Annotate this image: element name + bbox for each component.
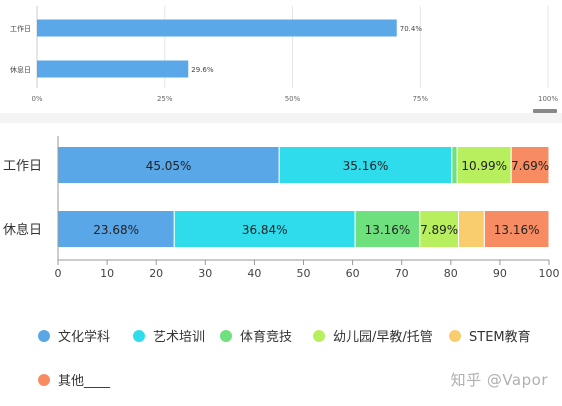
legend-label: 其他____ (58, 374, 111, 389)
bottom-category-label: 休息日 (3, 222, 42, 238)
segment-value-label: 10.99% (461, 159, 507, 173)
bottom-x-tick-label: 100 (539, 267, 560, 280)
stacked-bar-segment (456, 146, 512, 184)
top-category-label: 休息日 (10, 65, 31, 74)
stacked-chart-svg: 工作日 45.05% 35.16% 10.99% 7.69% 休息日 23.68% 36.84… (3, 136, 560, 280)
stacked-bar-segment (173, 210, 356, 248)
legend-item[interactable]: STEM教育 (449, 326, 531, 345)
top-bar (37, 60, 189, 78)
top-bar-chart: 0% 25% 50% 75% 100% 工作日 70.4% 休息日 29.6% (0, 0, 562, 112)
stacked-bar-segment (354, 210, 421, 248)
stacked-bar-segment (458, 210, 485, 248)
chart-legend: 文化学科 艺术培训 体育竞技 幼儿园/早教/托管 STEM教育其他____ (0, 318, 562, 406)
segment-value-label: 7.89% (420, 223, 458, 237)
top-x-tick-label: 25% (157, 95, 173, 103)
bottom-x-tick-label: 0 (55, 267, 62, 280)
legend-color-dot (38, 329, 50, 342)
scroll-thumb[interactable] (533, 109, 557, 113)
legend-item[interactable]: 文化学科 (38, 326, 110, 345)
stacked-bar-segment (483, 210, 550, 248)
bottom-x-tick-label: 30 (198, 267, 212, 280)
bottom-x-tick-label: 70 (395, 267, 409, 280)
legend-item[interactable]: 其他____ (38, 370, 110, 389)
bottom-x-tick-label: 10 (100, 267, 114, 280)
bottom-x-tick-label: 90 (493, 267, 507, 280)
legend-color-dot (220, 329, 232, 342)
legend-color-dot (449, 329, 461, 342)
stacked-bar-chart: 工作日 45.05% 35.16% 10.99% 7.69% 休息日 23.68% 36.84… (0, 130, 562, 280)
stacked-bar-segment (419, 210, 460, 248)
top-x-tick-label: 50% (285, 95, 301, 103)
top-x-tick-label: 0% (31, 95, 42, 103)
segment-value-label: 35.16% (343, 159, 389, 173)
stacked-bar-segment (510, 146, 550, 184)
segment-value-label: 45.05% (146, 159, 192, 173)
legend-color-dot (313, 329, 325, 342)
legend-label: STEM教育 (469, 330, 531, 345)
top-bar-value-label: 70.4% (400, 25, 423, 33)
stacked-bar-segment (451, 146, 458, 184)
segment-value-label: 7.69% (511, 159, 549, 173)
legend-label: 体育竞技 (240, 330, 293, 345)
bottom-x-tick-label: 50 (297, 267, 311, 280)
legend-color-dot (38, 373, 50, 386)
bottom-x-tick-label: 20 (149, 267, 163, 280)
bottom-category-label: 工作日 (3, 159, 42, 174)
legend-item[interactable]: 体育竞技 (220, 326, 292, 345)
top-x-tick-label: 100% (538, 95, 558, 103)
legend-label: 幼儿园/早教/托管 (333, 330, 433, 345)
legend-label: 文化学科 (58, 330, 111, 345)
segment-value-label: 36.84% (242, 223, 288, 237)
stacked-bar-segment (57, 146, 280, 184)
bottom-x-tick-label: 60 (346, 267, 360, 280)
stacked-bar-segment (278, 146, 453, 184)
legend-item[interactable]: 幼儿园/早教/托管 (313, 326, 433, 345)
legend-label: 艺术培训 (153, 330, 206, 345)
stacked-bar-segment (57, 210, 175, 248)
segment-value-label: 23.68% (93, 223, 139, 237)
watermark: 知乎 @Vapor (450, 371, 548, 389)
top-bar-value-label: 29.6% (191, 66, 214, 74)
top-x-tick-label: 75% (412, 95, 428, 103)
panel-separator (0, 113, 562, 123)
bottom-x-tick-label: 80 (444, 267, 458, 280)
top-chart-svg: 0% 25% 50% 75% 100% 工作日 70.4% 休息日 29.6% (10, 6, 558, 103)
top-category-label: 工作日 (10, 24, 31, 33)
top-bar (37, 19, 397, 37)
legend-item[interactable]: 艺术培训 (133, 326, 205, 345)
bottom-x-tick-label: 40 (247, 267, 261, 280)
segment-value-label: 13.16% (494, 223, 540, 237)
segment-value-label: 13.16% (365, 223, 411, 237)
legend-color-dot (133, 329, 145, 342)
